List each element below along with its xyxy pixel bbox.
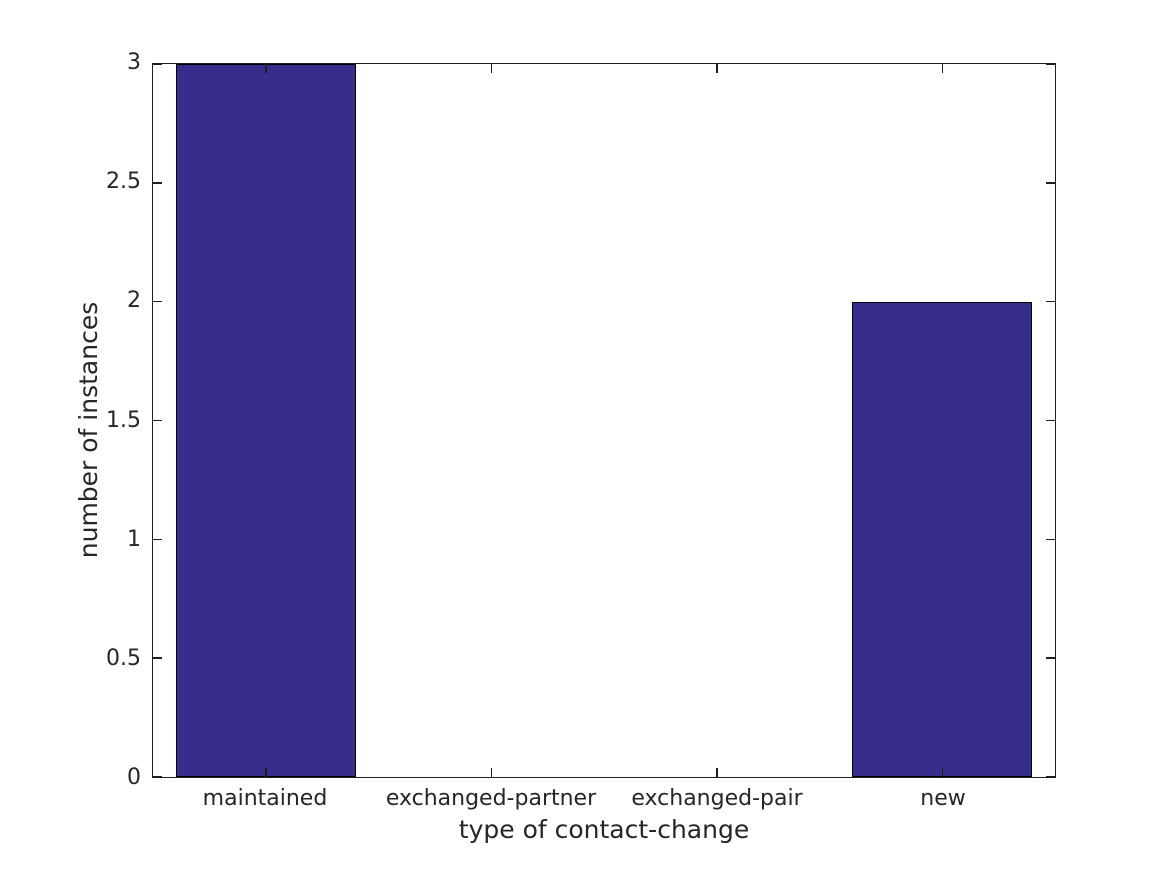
x-tick-label-maintained: maintained (202, 786, 328, 811)
x-axis-title: type of contact-change (458, 815, 750, 844)
y-tick-right (1046, 776, 1055, 778)
y-tick-right (1046, 538, 1055, 541)
x-axis-tick-labels: maintained exchanged-partner exchanged-pai… (152, 786, 1056, 814)
y-tick-right (1046, 657, 1055, 659)
y-tick-left (153, 182, 162, 184)
x-tick-label-exchanged-pair: exchanged-pair (631, 786, 803, 811)
x-tick-label-new: new (920, 786, 966, 811)
y-tick-left (153, 657, 162, 659)
plot-area (152, 63, 1056, 778)
y-tick-right (1046, 300, 1055, 303)
y-tick-right (1046, 63, 1055, 65)
x-tick-top (941, 64, 943, 73)
y-tick-left (153, 538, 162, 541)
y-tick-label: 2.5 (106, 169, 141, 195)
y-tick-label: 1.5 (106, 407, 141, 433)
x-tick-bottom (265, 768, 267, 777)
y-tick-label: 0 (127, 765, 141, 790)
bar-new (852, 301, 1033, 777)
x-tick-bottom (941, 768, 943, 777)
x-tick-top (265, 64, 267, 73)
x-tick-label-exchanged-partner: exchanged-partner (385, 786, 597, 811)
y-tick-right (1046, 419, 1055, 422)
y-tick-right (1046, 182, 1055, 184)
x-tick-top (716, 64, 718, 73)
y-tick-left (153, 419, 162, 422)
x-tick-top (490, 64, 492, 73)
bar-maintained (175, 64, 356, 777)
y-tick-label: 2 (127, 288, 141, 314)
y-axis-title: number of instances (74, 301, 103, 559)
x-tick-bottom (490, 768, 492, 777)
y-tick-left (153, 776, 162, 778)
y-tick-label: 0.5 (106, 645, 141, 671)
y-tick-left (153, 63, 162, 65)
y-tick-left (153, 300, 162, 303)
x-tick-bottom (716, 768, 718, 777)
y-axis-tick-labels: 0 0.5 1 1.5 2 2.5 3 (0, 50, 141, 790)
y-tick-label: 3 (127, 50, 141, 75)
y-tick-label: 1 (127, 526, 141, 552)
